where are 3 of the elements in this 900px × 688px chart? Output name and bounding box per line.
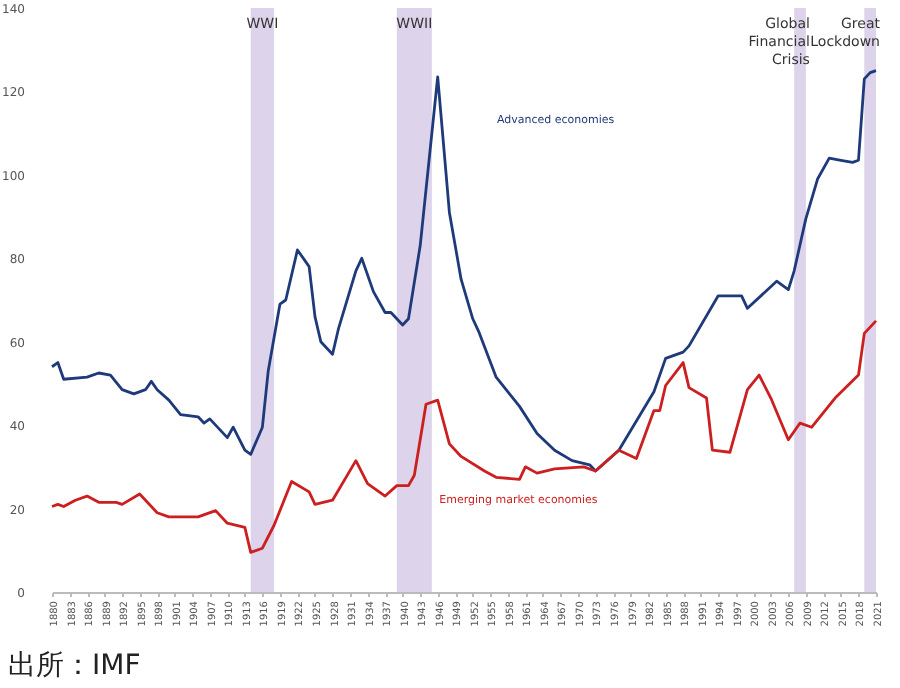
line-series xyxy=(50,319,878,554)
line-series xyxy=(50,69,878,473)
text: 出所：IMF xyxy=(8,650,141,682)
